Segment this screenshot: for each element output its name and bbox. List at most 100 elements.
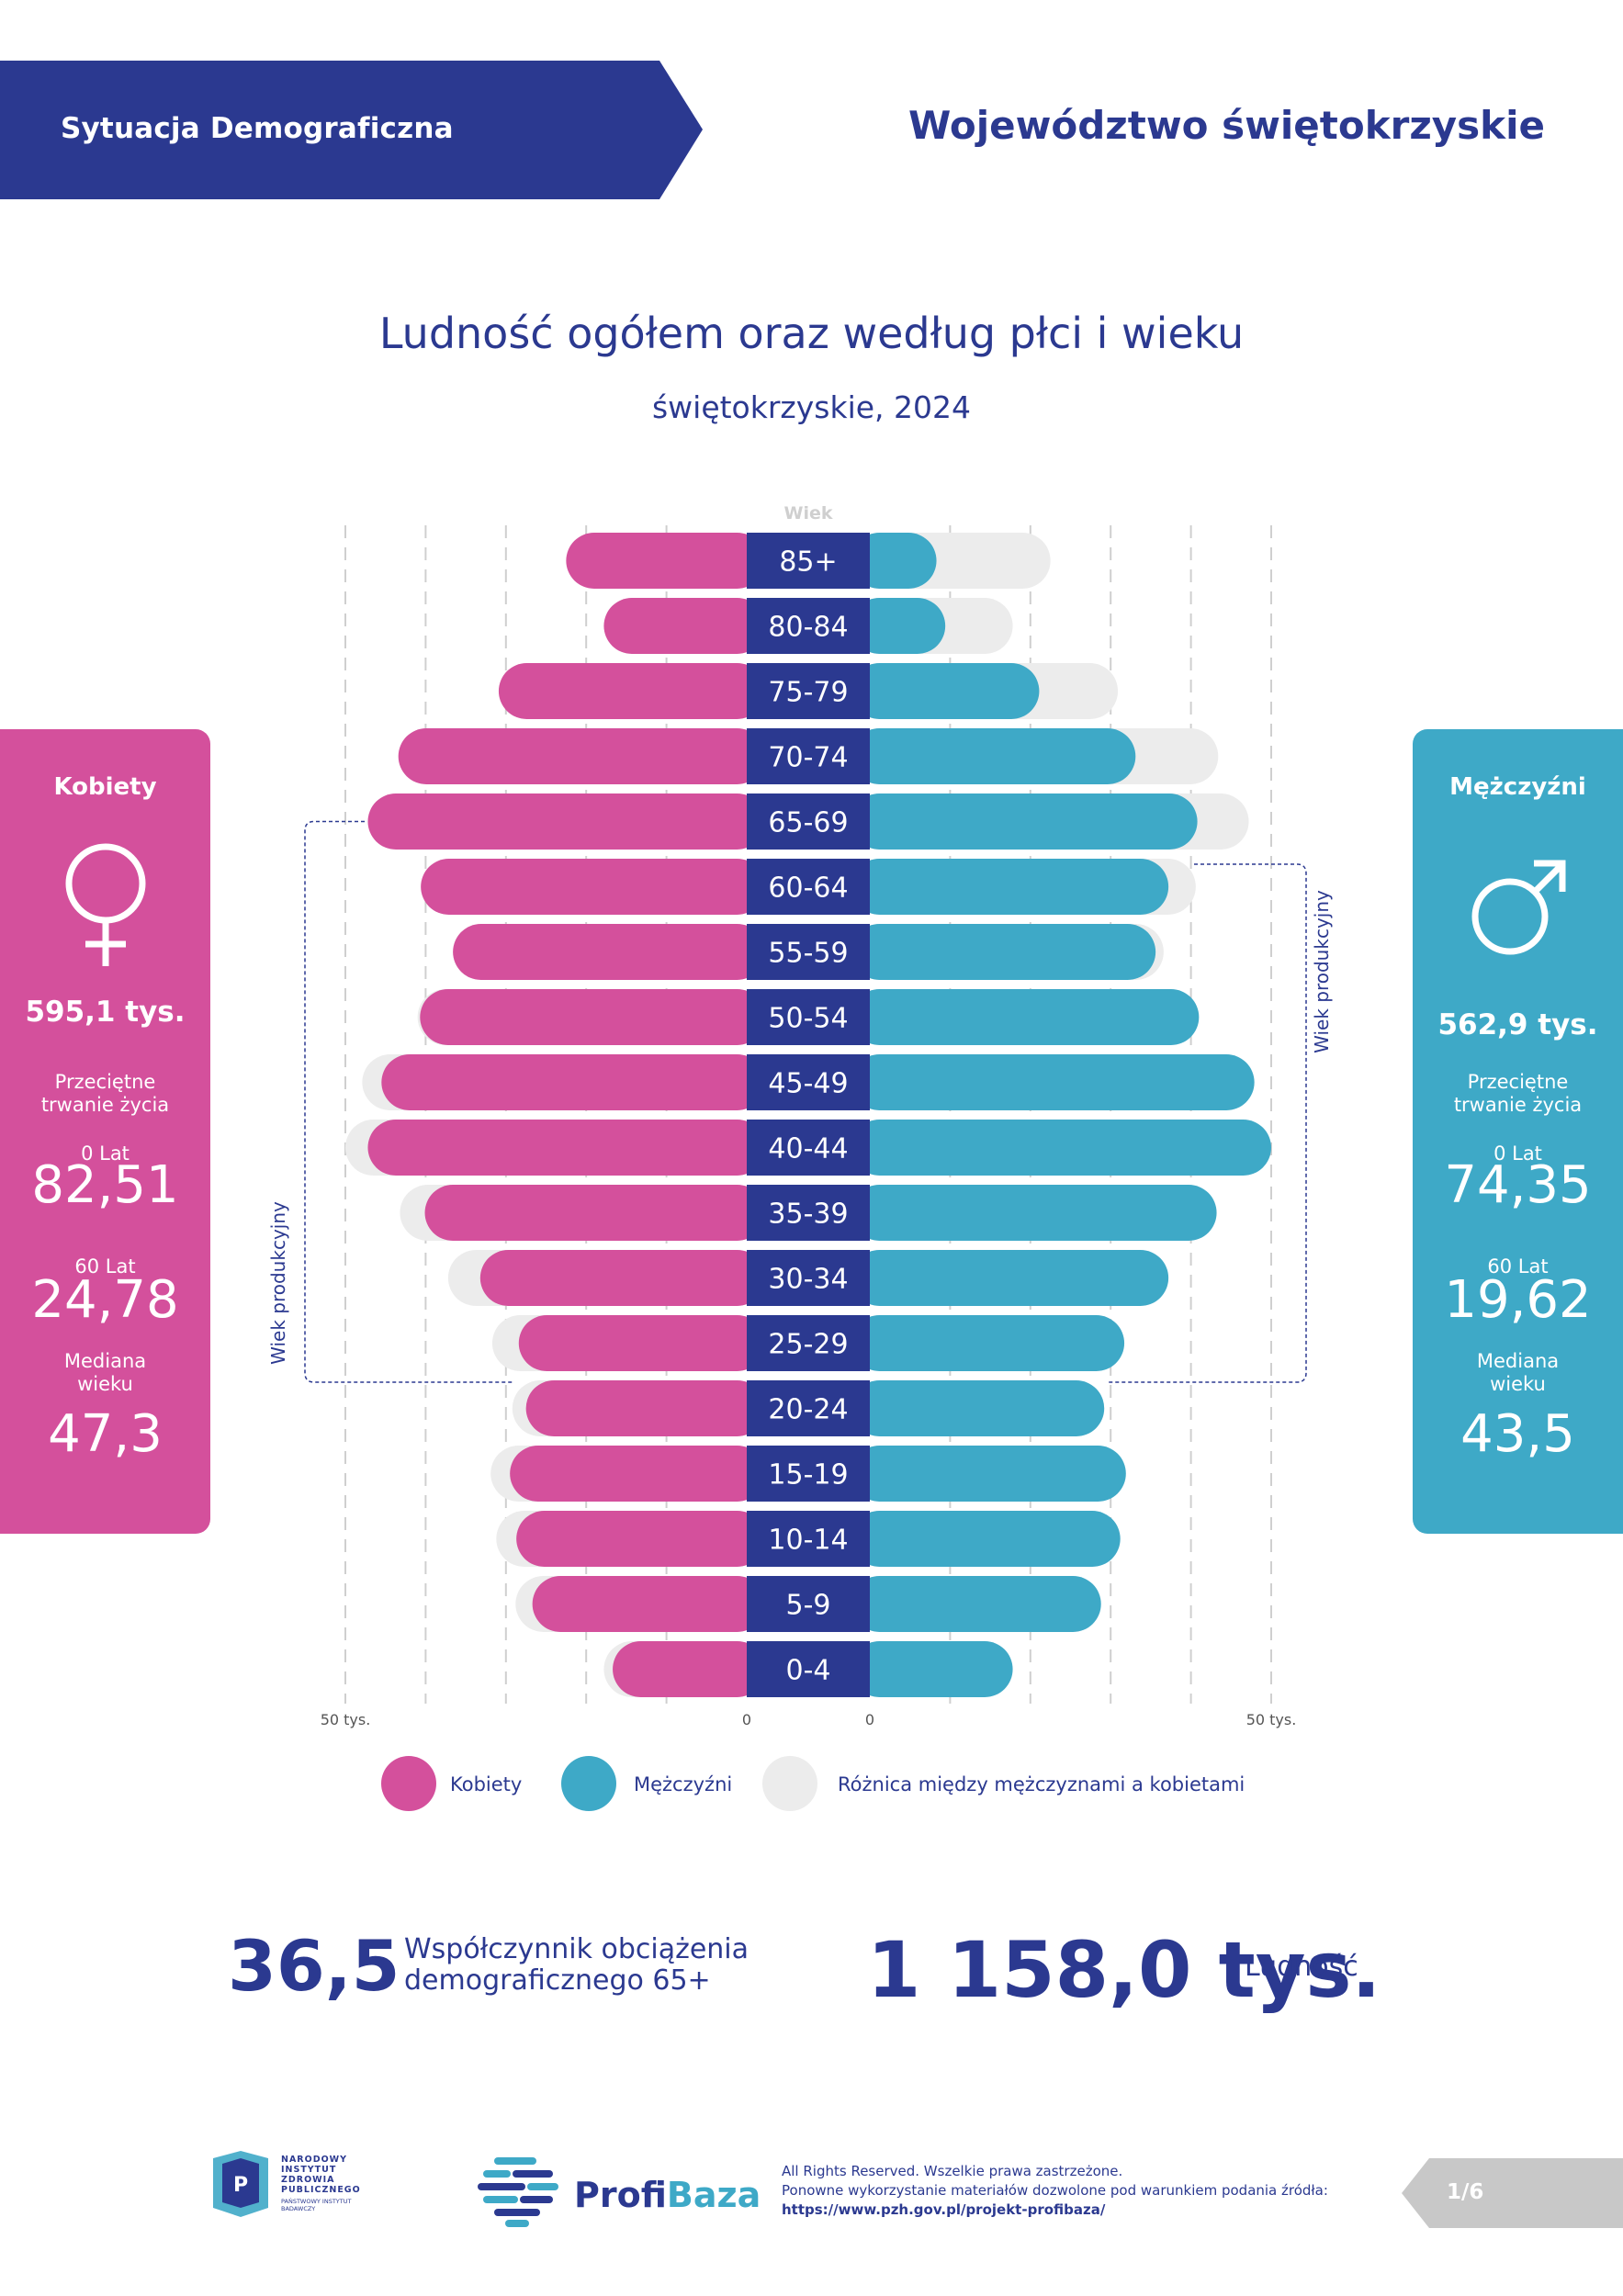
men-panel-title: Mężczyźni (1449, 773, 1586, 801)
men-age0-value: 74,35 (1444, 1155, 1592, 1215)
age-label-box (747, 1380, 870, 1436)
male-symbol-icon (1471, 860, 1566, 955)
men-bar (851, 793, 1198, 850)
scale-label: 50 tys. (321, 1711, 371, 1728)
footer-copyright: All Rights Reserved. Wszelkie prawa zast… (782, 2162, 1328, 2220)
nizp-logo: P NARODOWY INSTYTUT ZDROWIA PUBLICZNEGO … (213, 2151, 361, 2217)
legend-swatch (762, 1756, 817, 1811)
age-group-label: 75-79 (768, 677, 848, 709)
profibaza-part-1: Profi (574, 2175, 667, 2215)
women-bar (516, 1511, 765, 1567)
female-symbol-icon (65, 843, 146, 966)
women-bar (381, 1054, 765, 1110)
scale-label: 50 tys. (1246, 1711, 1297, 1728)
legend-label: Kobiety (450, 1773, 522, 1795)
total-population-label: Ludność (1245, 1951, 1358, 1983)
women-age0-label: 0 Lat (81, 1142, 130, 1165)
header-ribbon (0, 61, 703, 199)
age-label-box (747, 924, 870, 980)
age-group-label: 70-74 (768, 742, 848, 774)
women-panel-title: Kobiety (53, 773, 157, 801)
dependency-ratio-label-line-1: Współczynnik obciążenia (404, 1933, 750, 1965)
nizp-logo-line: PUBLICZNEGO (281, 2185, 361, 2195)
women-bar (453, 924, 765, 980)
men-age0-label: 0 Lat (1493, 1142, 1542, 1165)
men-population: 562,9 tys. (1437, 1008, 1598, 1041)
age-label-box (747, 663, 870, 719)
scale-label: 0 (865, 1711, 874, 1728)
women-age60-label: 60 Lat (74, 1255, 136, 1277)
age-label-box (747, 1446, 870, 1502)
women-panel: Kobiety 595,1 tys. Przeciętne trwanie ży… (0, 729, 210, 1534)
svg-text:P: P (233, 2174, 248, 2197)
source-link[interactable]: https://www.pzh.gov.pl/projekt-profibaza… (782, 2201, 1106, 2218)
men-bar (851, 989, 1200, 1045)
men-bar (851, 1446, 1126, 1502)
dependency-ratio-label: Współczynnik obciążenia demograficznego … (404, 1934, 790, 1997)
men-bar (851, 1380, 1105, 1436)
men-age60-value: 19,62 (1444, 1270, 1592, 1330)
women-bar (498, 663, 765, 719)
age-label-box (747, 1315, 870, 1371)
men-bar (851, 533, 937, 589)
women-bar (367, 793, 765, 850)
age-label-box (747, 533, 870, 589)
scale-label: 0 (742, 1711, 751, 1728)
men-bar (851, 598, 946, 654)
legend-swatch (381, 1756, 436, 1811)
age-group-label: 5-9 (786, 1590, 831, 1622)
women-bar (525, 1380, 765, 1436)
legend-label: Mężczyźni (634, 1773, 732, 1795)
women-bar (424, 1185, 765, 1241)
working-age-bracket-left (304, 820, 514, 1383)
men-bar (851, 859, 1169, 915)
women-bar (566, 533, 765, 589)
women-population: 595,1 tys. (25, 996, 186, 1029)
men-median-label-1: Mediana (1476, 1350, 1560, 1372)
men-bar (851, 1250, 1169, 1306)
men-bar (851, 663, 1040, 719)
nizp-logo-line: INSTYTUT (281, 2165, 336, 2175)
men-panel: Mężczyźni 562,9 tys. Przeciętne trwanie … (1413, 729, 1623, 1534)
age-label-box (747, 598, 870, 654)
nizp-logo-line: ZDROWIA (281, 2175, 335, 2185)
population-pyramid-chart: 85+ 80-84 75-79 70-74 65-69 60-64 55-59 50-54 45… (267, 503, 1333, 1811)
women-bar (479, 1250, 765, 1306)
working-age-label-left: Wiek produkcyjny (267, 1201, 289, 1365)
profibaza-logo-text: ProfiBaza (574, 2175, 761, 2215)
age-label-box (747, 1511, 870, 1567)
men-age60-label: 60 Lat (1487, 1255, 1549, 1277)
page-number: 1/6 (1447, 2180, 1484, 2204)
men-bar (851, 728, 1136, 784)
chart-subtitle: świętokrzyskie, 2024 (651, 389, 972, 425)
age-label-box (747, 1576, 870, 1632)
men-bar (851, 1641, 1013, 1697)
women-median-label-2: wieku (77, 1373, 133, 1395)
age-group-label: 15-19 (768, 1459, 848, 1491)
header-region-title: Województwo świętokrzyskie (908, 103, 1545, 148)
age-group-label: 55-59 (768, 938, 848, 970)
legend-label: Różnica między mężczyznami a kobietami (838, 1773, 1245, 1795)
women-bar (420, 989, 765, 1045)
men-bar (851, 1054, 1255, 1110)
copyright-line-2: Ponowne wykorzystanie materiałów dozwolo… (782, 2182, 1328, 2199)
header-section-title: Sytuacja Demograficzna (61, 112, 454, 145)
men-bar (851, 1120, 1271, 1176)
age-label-box (747, 1054, 870, 1110)
men-bar (851, 924, 1156, 980)
age-axis-label: Wiek (784, 503, 833, 523)
women-bar (532, 1576, 765, 1632)
legend-swatch (561, 1756, 616, 1811)
age-group-label: 35-39 (768, 1199, 848, 1231)
dependency-ratio-value: 36,5 (228, 1925, 400, 2007)
age-label-box (747, 1250, 870, 1306)
age-group-label: 85+ (779, 546, 837, 579)
men-bar (851, 1315, 1125, 1371)
women-life-label-1: Przeciętne (54, 1071, 156, 1093)
women-median-label-1: Mediana (63, 1350, 147, 1372)
age-group-label: 40-44 (768, 1133, 848, 1165)
men-bar (851, 1185, 1217, 1241)
age-group-label: 65-69 (768, 807, 848, 839)
working-age-label-right: Wiek produkcyjny (1311, 890, 1333, 1053)
working-age-bracket-right (1107, 863, 1307, 1383)
